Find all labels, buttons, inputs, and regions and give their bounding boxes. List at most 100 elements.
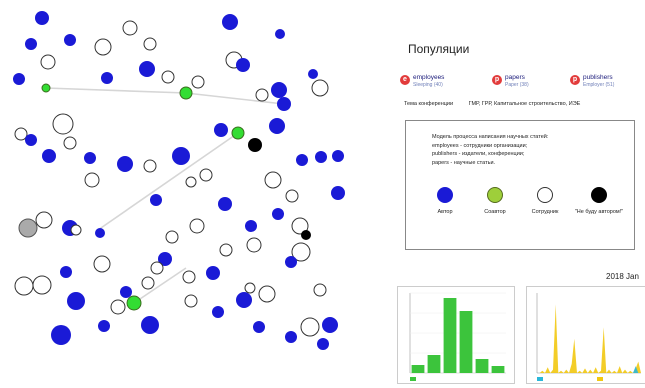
author-agent[interactable] xyxy=(271,82,287,98)
refused-agent[interactable] xyxy=(301,230,311,240)
employee-agent[interactable] xyxy=(52,113,74,135)
histogram-svg xyxy=(409,292,506,381)
employee-agent[interactable] xyxy=(93,255,111,273)
author-agent[interactable] xyxy=(64,34,76,46)
population-name[interactable]: employees xyxy=(413,74,445,81)
coauthor-agent[interactable] xyxy=(126,295,142,311)
employee-agent[interactable] xyxy=(313,283,327,297)
author-agent[interactable] xyxy=(212,306,224,318)
author-agent[interactable] xyxy=(120,286,132,298)
employee-agent[interactable] xyxy=(182,270,196,284)
author-agent[interactable] xyxy=(95,228,105,238)
author-agent[interactable] xyxy=(322,317,338,333)
author-agent[interactable] xyxy=(150,194,162,206)
employee-agent[interactable] xyxy=(14,276,34,296)
employee-agent[interactable] xyxy=(143,159,157,173)
employee-agent[interactable] xyxy=(70,224,82,236)
author-agent[interactable] xyxy=(222,14,238,30)
author-agent[interactable] xyxy=(13,73,25,85)
author-agent[interactable] xyxy=(245,220,257,232)
author-agent[interactable] xyxy=(206,266,220,280)
employee-agent[interactable] xyxy=(141,276,155,290)
employee-agent[interactable] xyxy=(291,242,311,262)
employee-agent[interactable] xyxy=(189,218,205,234)
author-agent[interactable] xyxy=(269,118,285,134)
author-agent[interactable] xyxy=(332,150,344,162)
employee-agent[interactable] xyxy=(110,299,126,315)
legend-swatch-yellow xyxy=(597,377,603,381)
employee-agent[interactable] xyxy=(191,75,205,89)
employee-agent[interactable] xyxy=(63,136,77,150)
agent-links xyxy=(45,87,285,304)
employee-agent[interactable] xyxy=(94,38,112,56)
author-agent[interactable] xyxy=(51,325,71,345)
author-agent[interactable] xyxy=(25,134,37,146)
author-agent[interactable] xyxy=(141,316,159,334)
author-agent[interactable] xyxy=(117,156,133,172)
author-agent[interactable] xyxy=(331,186,345,200)
author-agent[interactable] xyxy=(275,29,285,39)
author-agent[interactable] xyxy=(236,292,252,308)
author-agent[interactable] xyxy=(172,147,190,165)
employee-agent[interactable] xyxy=(199,168,213,182)
author-agent[interactable] xyxy=(214,123,228,137)
employee-agent[interactable] xyxy=(244,282,256,294)
author-agent[interactable] xyxy=(272,208,284,220)
author-agent[interactable] xyxy=(35,11,49,25)
employee-agent[interactable] xyxy=(285,189,299,203)
author-agent[interactable] xyxy=(84,152,96,164)
author-agent[interactable] xyxy=(98,320,110,332)
employee-agent[interactable] xyxy=(40,54,56,70)
author-agent[interactable] xyxy=(139,61,155,77)
refused-agent[interactable] xyxy=(248,138,262,152)
employee-agent[interactable] xyxy=(311,79,329,97)
model-date: 2018 Jan xyxy=(606,272,639,281)
coauthor-agent[interactable] xyxy=(231,126,245,140)
legend-label: "Не буду автором!" xyxy=(574,209,624,215)
employee-agent[interactable] xyxy=(185,176,197,188)
employee-agent[interactable] xyxy=(291,217,309,235)
neutral-agent[interactable] xyxy=(18,218,38,238)
employee-agent[interactable] xyxy=(300,317,320,337)
population-name[interactable]: publishers xyxy=(583,74,613,81)
author-agent[interactable] xyxy=(317,338,329,350)
author-agent[interactable] xyxy=(285,331,297,343)
employee-agent[interactable] xyxy=(246,237,262,253)
author-agent[interactable] xyxy=(253,321,265,333)
employee-agent[interactable] xyxy=(219,243,233,257)
author-agent[interactable] xyxy=(60,266,72,278)
author-agent[interactable] xyxy=(277,97,291,111)
author-agent[interactable] xyxy=(158,252,172,266)
employee-agent[interactable] xyxy=(184,294,198,308)
employee-agent[interactable] xyxy=(84,172,100,188)
employee-agent[interactable] xyxy=(32,275,52,295)
employee-agent[interactable] xyxy=(143,37,157,51)
legend-item-author: Автор xyxy=(420,187,470,215)
conference-topic: Тема конференции ГМР, ГРР, Капитальное с… xyxy=(404,101,580,107)
conference-topic-label: Тема конференции xyxy=(404,101,454,107)
employee-agent[interactable] xyxy=(264,171,282,189)
legend-box: Модель процесса написания научных статей… xyxy=(405,120,635,250)
author-agent[interactable] xyxy=(308,69,318,79)
population-name[interactable]: papers xyxy=(505,74,525,81)
coauthor-agent[interactable] xyxy=(179,86,193,100)
employee-agent[interactable] xyxy=(165,230,179,244)
employee-agent[interactable] xyxy=(14,127,28,141)
employee-agent[interactable] xyxy=(35,211,53,229)
author-agent[interactable] xyxy=(315,151,327,163)
author-agent[interactable] xyxy=(25,38,37,50)
author-agent[interactable] xyxy=(101,72,113,84)
employee-agent[interactable] xyxy=(255,88,269,102)
author-agent[interactable] xyxy=(42,149,56,163)
coauthor-agent[interactable] xyxy=(41,83,51,93)
author-agent[interactable] xyxy=(296,154,308,166)
author-agent[interactable] xyxy=(218,197,232,211)
employee-agent[interactable] xyxy=(150,261,164,275)
employee-agent[interactable] xyxy=(161,70,175,84)
employee-agent[interactable] xyxy=(122,20,138,36)
employee-agent[interactable] xyxy=(258,285,276,303)
author-agent[interactable] xyxy=(236,58,250,72)
conference-topic-value: ГМР, ГРР, Капитальное строительство, ИЭЕ xyxy=(468,101,581,107)
author-agent[interactable] xyxy=(67,292,85,310)
author-agent[interactable] xyxy=(285,256,297,268)
